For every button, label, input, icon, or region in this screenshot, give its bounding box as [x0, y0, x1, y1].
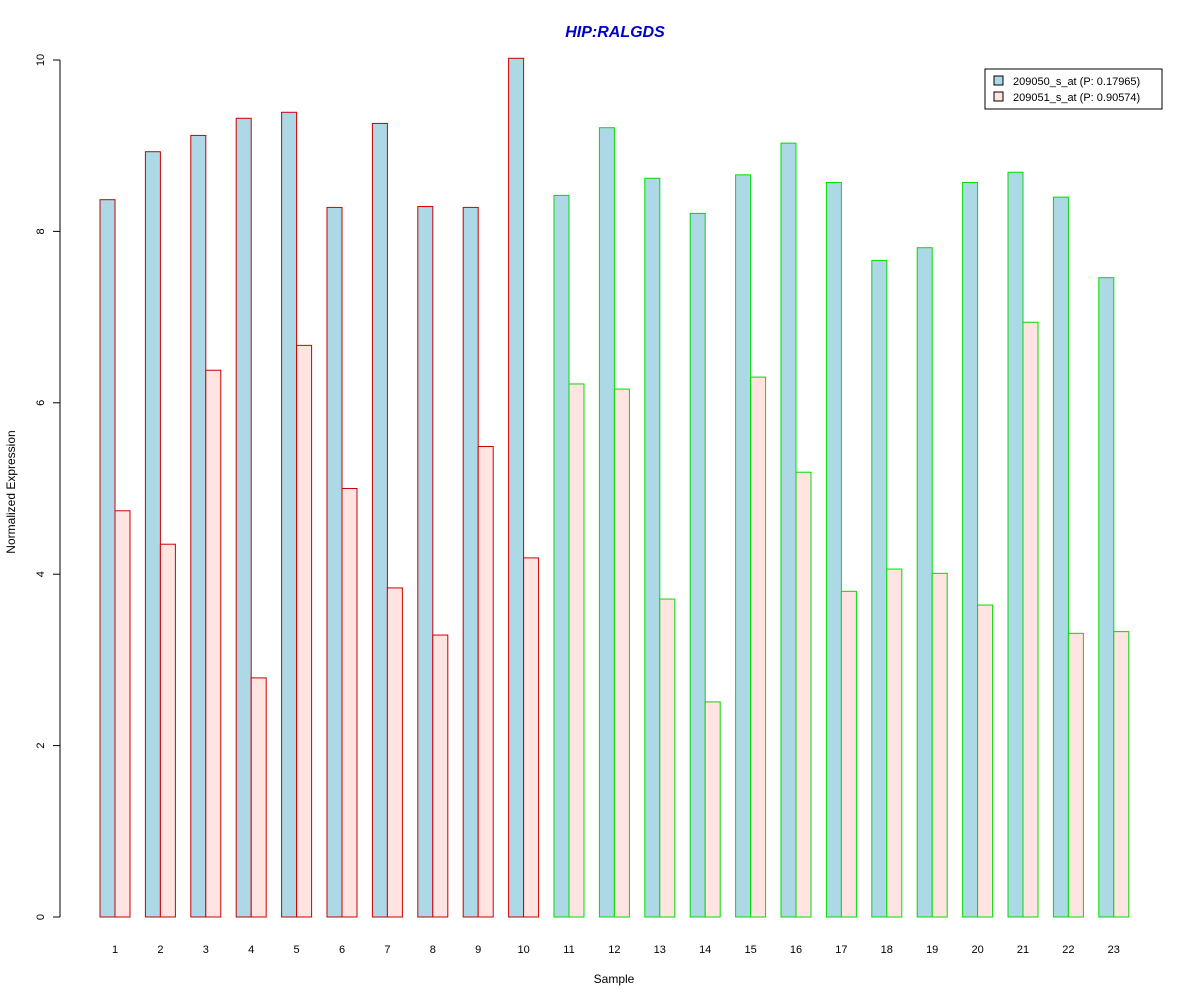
x-tick-label-15: 15: [744, 944, 756, 956]
bar-sample-3-series-1: [190, 134, 207, 918]
x-tick-label-9: 9: [475, 944, 481, 956]
bar-sample-21-series-1: [1007, 171, 1024, 918]
y-tick-label-0: 0: [35, 914, 47, 920]
y-axis-label: Normalized Expression: [4, 430, 18, 553]
bar-sample-14-series-2: [704, 701, 721, 918]
y-tick-label-4: 4: [35, 571, 47, 577]
bar-sample-2-series-1: [144, 151, 161, 918]
x-tick-label-1: 1: [112, 944, 118, 956]
bar-sample-7-series-1: [371, 122, 388, 918]
bar-sample-1-series-2: [114, 510, 131, 918]
x-tick-label-17: 17: [835, 944, 847, 956]
x-tick-label-5: 5: [294, 944, 300, 956]
y-axis-ticks: 0 2 4 6 8 10: [35, 54, 60, 920]
bar-sample-20-series-2: [977, 604, 994, 918]
y-tick-label-8: 8: [35, 228, 47, 234]
y-tick-label-6: 6: [35, 400, 47, 406]
bar-sample-18-series-2: [886, 568, 903, 918]
bar-sample-2-series-2: [159, 543, 176, 918]
x-tick-label-19: 19: [926, 944, 938, 956]
bar-sample-11-series-2: [568, 383, 585, 918]
bar-sample-17-series-1: [825, 182, 842, 918]
x-tick-label-7: 7: [384, 944, 390, 956]
x-tick-label-2: 2: [157, 944, 163, 956]
bar-sample-20-series-1: [962, 182, 979, 918]
x-axis-label: Sample: [594, 972, 635, 986]
legend: 209050_s_at (P: 0.17965) 209051_s_at (P:…: [984, 68, 1163, 110]
bar-sample-4-series-1: [235, 117, 252, 918]
x-tick-label-14: 14: [699, 944, 711, 956]
x-tick-label-16: 16: [790, 944, 802, 956]
bars-layer: [99, 57, 1130, 918]
bar-sample-6-series-2: [341, 488, 358, 918]
x-tick-label-6: 6: [339, 944, 345, 956]
bar-sample-19-series-1: [916, 247, 933, 918]
bar-sample-22-series-1: [1052, 196, 1069, 918]
x-tick-label-21: 21: [1017, 944, 1029, 956]
bar-sample-10-series-2: [523, 557, 540, 918]
bar-sample-11-series-1: [553, 194, 570, 918]
x-tick-label-13: 13: [654, 944, 666, 956]
x-tick-label-4: 4: [248, 944, 254, 956]
bar-sample-10-series-1: [508, 57, 525, 918]
bar-sample-23-series-1: [1098, 277, 1115, 918]
bar-sample-15-series-1: [735, 174, 752, 918]
bar-sample-17-series-2: [840, 590, 857, 918]
x-tick-label-12: 12: [608, 944, 620, 956]
bar-sample-5-series-1: [281, 111, 298, 918]
bar-sample-7-series-2: [386, 587, 403, 918]
bar-sample-9-series-2: [477, 446, 494, 918]
x-tick-label-20: 20: [971, 944, 983, 956]
x-tick-label-3: 3: [203, 944, 209, 956]
x-axis-ticks: 1 2 3 4 5 6 7 8 9 10 11 12 13 14 15 16 17 18 19 20 21 22 23: [112, 944, 1120, 956]
bar-sample-21-series-2: [1022, 321, 1039, 918]
x-tick-label-8: 8: [430, 944, 436, 956]
x-tick-label-22: 22: [1062, 944, 1074, 956]
bar-sample-22-series-2: [1067, 632, 1084, 918]
x-tick-label-23: 23: [1108, 944, 1120, 956]
bar-sample-12-series-2: [613, 388, 630, 918]
bar-sample-19-series-2: [931, 572, 948, 918]
bar-sample-9-series-1: [462, 206, 479, 918]
y-tick-label-2: 2: [35, 743, 47, 749]
legend-label-series-2: 209051_s_at (P: 0.90574): [1013, 92, 1140, 104]
x-tick-label-18: 18: [881, 944, 893, 956]
bar-sample-18-series-1: [871, 260, 888, 918]
bar-sample-12-series-1: [598, 127, 615, 918]
bar-sample-14-series-1: [689, 212, 706, 918]
bar-sample-13-series-1: [644, 177, 661, 918]
bar-sample-16-series-1: [780, 142, 797, 918]
bar-sample-23-series-2: [1113, 631, 1130, 918]
bar-sample-1-series-1: [99, 199, 116, 918]
bar-sample-4-series-2: [250, 677, 267, 918]
bar-sample-3-series-2: [205, 369, 222, 918]
x-tick-label-10: 10: [517, 944, 529, 956]
y-tick-label-10: 10: [35, 54, 47, 66]
x-tick-label-11: 11: [563, 944, 574, 956]
bar-sample-13-series-2: [659, 598, 676, 918]
bar-sample-8-series-2: [432, 634, 449, 918]
legend-box: [984, 68, 1163, 110]
bar-sample-8-series-1: [417, 206, 434, 918]
bar-sample-15-series-2: [750, 376, 767, 918]
legend-swatch-series-2: [993, 91, 1004, 102]
bar-sample-5-series-2: [296, 344, 313, 918]
legend-swatch-series-1: [993, 75, 1004, 86]
bar-sample-6-series-1: [326, 206, 343, 918]
bar-sample-16-series-2: [795, 471, 812, 918]
legend-label-series-1: 209050_s_at (P: 0.17965): [1013, 76, 1140, 88]
chart-title: HIP:RALGDS: [565, 24, 665, 41]
